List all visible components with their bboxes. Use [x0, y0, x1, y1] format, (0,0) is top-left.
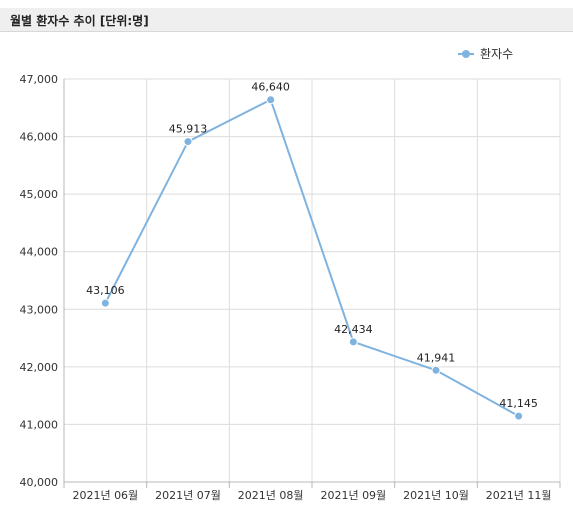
x-tick-label: 2021년 08월 — [238, 489, 304, 502]
y-tick-label: 44,000 — [20, 246, 59, 259]
y-tick-label: 47,000 — [20, 73, 59, 86]
data-label: 41,941 — [417, 351, 456, 364]
y-tick-label: 41,000 — [20, 418, 59, 431]
data-point — [514, 411, 524, 421]
y-tick-label: 42,000 — [20, 361, 59, 374]
data-point — [431, 365, 441, 375]
x-tick-label: 2021년 10월 — [403, 489, 469, 502]
data-point — [183, 137, 193, 147]
x-tick-label: 2021년 09월 — [320, 489, 386, 502]
y-tick-label: 46,000 — [20, 131, 59, 144]
x-tick-label: 2021년 07월 — [155, 489, 221, 502]
chart-title: 월별 환자수 추이 [단위:명] — [10, 14, 149, 28]
x-tick-label: 2021년 06월 — [72, 489, 138, 502]
legend-label: 환자수 — [480, 47, 513, 61]
data-label: 43,106 — [86, 284, 125, 297]
legend-marker — [462, 50, 470, 58]
data-point — [348, 337, 358, 347]
data-point — [100, 298, 110, 308]
data-label: 41,145 — [499, 397, 538, 410]
data-label: 42,434 — [334, 323, 373, 336]
series-line — [104, 98, 520, 417]
chart-header: 월별 환자수 추이 [단위:명] — [0, 8, 573, 32]
x-tick-label: 2021년 11월 — [486, 489, 552, 502]
y-tick-label: 43,000 — [20, 303, 59, 316]
data-label: 45,913 — [169, 123, 208, 136]
data-label: 46,640 — [251, 81, 290, 94]
y-tick-label: 40,000 — [20, 476, 59, 489]
data-point — [266, 95, 276, 105]
y-tick-label: 45,000 — [20, 188, 59, 201]
